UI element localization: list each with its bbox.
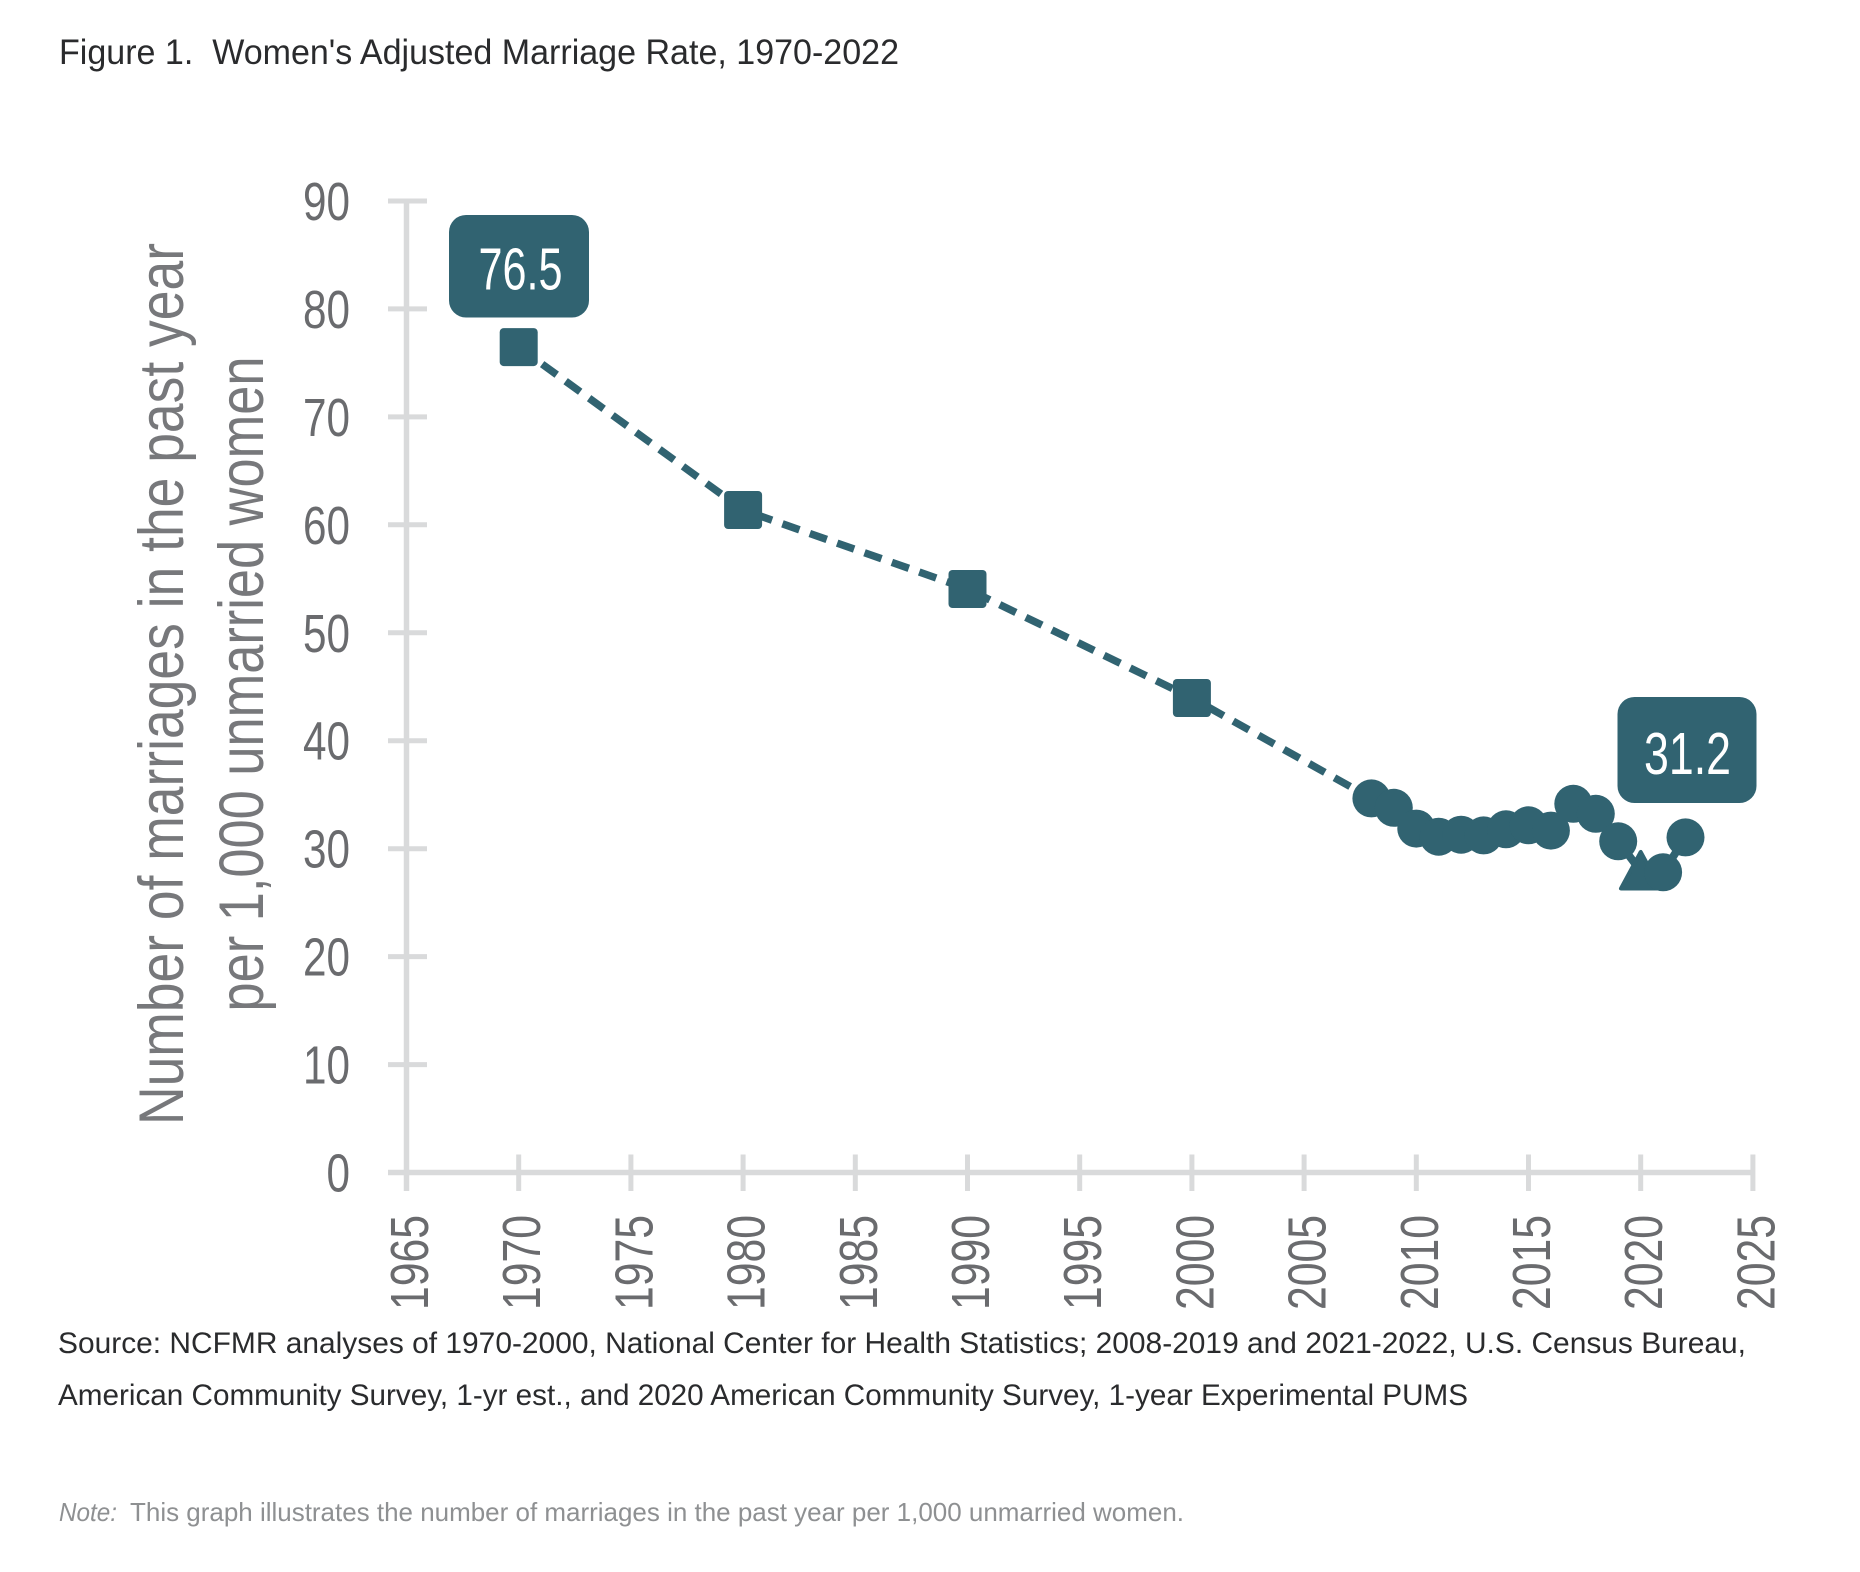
svg-text:2000: 2000 [1165, 1215, 1225, 1310]
svg-text:2025: 2025 [1726, 1215, 1786, 1310]
svg-text:American Community Survey, 1-y: American Community Survey, 1-yr est., an… [58, 1379, 1468, 1412]
svg-text:per 1,000 unmarried women: per 1,000 unmarried women [207, 357, 277, 1012]
svg-text:2010: 2010 [1390, 1215, 1450, 1310]
svg-text:60: 60 [303, 496, 350, 556]
svg-text:Note:: Note: [59, 1497, 117, 1527]
svg-text:0: 0 [327, 1144, 351, 1204]
svg-text:1995: 1995 [1053, 1215, 1113, 1310]
svg-text:1985: 1985 [829, 1215, 889, 1310]
svg-text:70: 70 [303, 388, 350, 448]
svg-text:Figure 1. Women's Adjusted Ma: Figure 1. Women's Adjusted Marriage Rate… [59, 33, 899, 72]
svg-text:10: 10 [303, 1036, 350, 1096]
svg-text:Number of marriages in the pas: Number of marriages in the past year [127, 243, 197, 1125]
svg-text:2020: 2020 [1614, 1215, 1674, 1310]
svg-text:40: 40 [303, 712, 350, 772]
svg-text:1980: 1980 [717, 1215, 777, 1310]
svg-text:90: 90 [303, 172, 350, 232]
svg-text:This graph illustrates the num: This graph illustrates the number of mar… [130, 1497, 1184, 1527]
svg-text:20: 20 [303, 928, 350, 988]
svg-text:Source: NCFMR analyses of 1970: Source: NCFMR analyses of 1970-2000, Nat… [58, 1327, 1746, 1360]
svg-text:2015: 2015 [1502, 1215, 1562, 1310]
svg-text:50: 50 [303, 604, 350, 664]
svg-text:1965: 1965 [380, 1215, 440, 1310]
svg-text:76.5: 76.5 [479, 237, 563, 303]
svg-text:30: 30 [303, 820, 350, 880]
svg-text:1970: 1970 [492, 1215, 552, 1310]
svg-text:31.2: 31.2 [1644, 721, 1731, 787]
svg-text:1990: 1990 [941, 1215, 1001, 1310]
svg-text:2005: 2005 [1278, 1215, 1338, 1310]
svg-text:80: 80 [303, 280, 350, 340]
svg-text:1975: 1975 [604, 1215, 664, 1310]
